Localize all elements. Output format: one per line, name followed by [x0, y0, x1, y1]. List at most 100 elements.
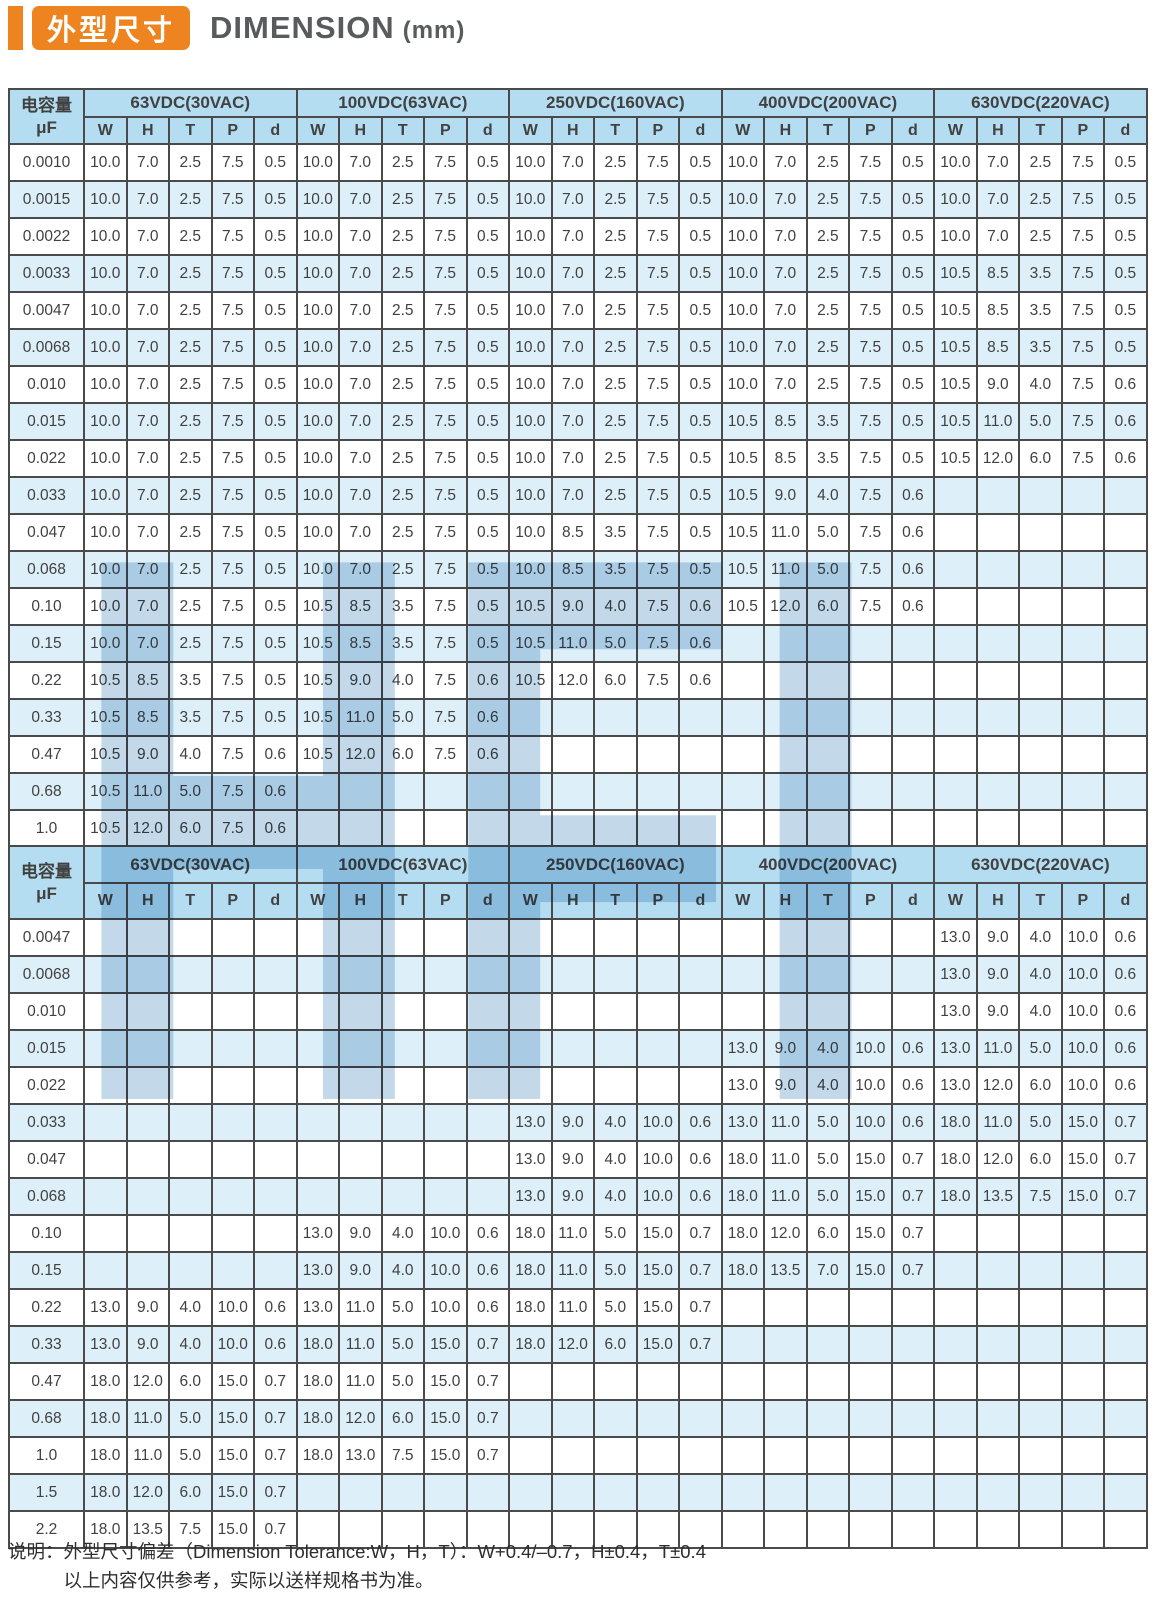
- dimension-value-cell: 11.0: [763, 1103, 808, 1142]
- dimension-value-cell: [83, 918, 128, 957]
- dimension-value-cell: 7.5: [635, 180, 681, 219]
- dimension-value-cell: 2.5: [380, 476, 426, 515]
- dimension-value-cell: [253, 955, 298, 994]
- dimension-value-cell: 15.0: [423, 1325, 468, 1364]
- dimension-value-cell: [423, 1103, 468, 1142]
- dimension-value-cell: 10.0: [83, 550, 128, 589]
- dimension-value-cell: 10.0: [295, 365, 341, 404]
- dimension-value-cell: 18.0: [295, 1399, 341, 1438]
- dimension-value-cell: [933, 772, 978, 811]
- dimension-value-cell: [423, 1140, 468, 1179]
- dimension-value-cell: 7.0: [338, 291, 383, 330]
- dimension-value-cell: [465, 918, 511, 957]
- dimension-value-cell: 3.5: [380, 587, 426, 626]
- dimension-value-cell: [678, 992, 723, 1031]
- dimension-value-cell: [125, 1066, 170, 1105]
- capacitance-column-header: 电容量 μF: [8, 845, 85, 920]
- dimension-value-cell: 7.0: [550, 476, 596, 515]
- dimension-value-cell: 2.5: [168, 402, 213, 441]
- dimension-value-cell: [720, 1399, 766, 1438]
- dimension-value-cell: 7.5: [848, 587, 893, 626]
- dimension-value-cell: 7.5: [635, 439, 681, 478]
- dimension-value-cell: 10.0: [720, 254, 766, 293]
- dimension-value-cell: [763, 698, 808, 737]
- dimension-value-cell: [1018, 476, 1063, 515]
- dimension-value-cell: [1060, 476, 1106, 515]
- dimension-value-cell: 10.0: [1060, 918, 1106, 957]
- dimension-value-cell: [720, 1436, 766, 1475]
- table-row: 0.15 10.0 7.0 2.5 7.5 0.5 10.5 8.5 3.5 7.5 0.5 10.5…: [8, 624, 1148, 663]
- dimension-value-cell: 10.0: [720, 143, 766, 182]
- dimension-value-cell: [1018, 661, 1063, 700]
- voltage-group-header: 250VDC(160VAC): [508, 88, 723, 118]
- dimension-value-cell: 10.0: [508, 402, 553, 441]
- dimension-value-cell: 13.0: [508, 1140, 553, 1179]
- dimension-value-cell: [890, 1288, 936, 1327]
- dim-col-header: H: [338, 882, 383, 920]
- dimension-value-cell: 11.0: [338, 1362, 383, 1401]
- dimension-value-cell: [933, 698, 978, 737]
- dimension-value-cell: 2.5: [168, 180, 213, 219]
- table-row: 0.010 13.0 9.0 4.0 10.0 0.6: [8, 992, 1148, 1031]
- dimension-value-cell: 2.5: [1018, 143, 1063, 182]
- dimension-value-cell: [635, 992, 681, 1031]
- dimension-value-cell: [1018, 587, 1063, 626]
- dimension-value-cell: 18.0: [933, 1177, 978, 1216]
- dimension-value-cell: [635, 1473, 681, 1512]
- dim-col-header: P: [848, 116, 893, 145]
- dimension-value-cell: [678, 772, 723, 811]
- dimension-value-cell: [805, 735, 851, 774]
- dimension-value-cell: [890, 1362, 936, 1401]
- dimension-value-cell: 7.0: [125, 365, 170, 404]
- dimension-value-cell: 8.5: [338, 587, 383, 626]
- dimension-value-cell: 0.5: [1103, 254, 1148, 293]
- dimension-value-cell: 11.0: [338, 1325, 383, 1364]
- dimension-value-cell: 7.5: [380, 1436, 426, 1475]
- dimension-value-cell: 10.0: [210, 1288, 255, 1327]
- dimension-value-cell: [125, 1251, 170, 1290]
- dimension-value-cell: 7.0: [550, 291, 596, 330]
- dimension-value-cell: [1018, 1473, 1063, 1512]
- dimension-value-cell: 10.5: [933, 328, 978, 367]
- dimension-value-cell: 8.5: [550, 513, 596, 552]
- dimension-value-cell: [933, 1251, 978, 1290]
- dimension-value-cell: [125, 1214, 170, 1253]
- dimension-value-cell: 15.0: [848, 1251, 893, 1290]
- dimension-value-cell: [508, 918, 553, 957]
- table-row: 0.47 18.0 12.0 6.0 15.0 0.7 18.0 11.0 5.0 15.0 0.7: [8, 1362, 1148, 1401]
- dimension-value-cell: 0.5: [890, 254, 936, 293]
- dimension-value-cell: 7.0: [125, 217, 170, 256]
- dim-col-header: H: [550, 882, 596, 920]
- dimension-value-cell: 10.5: [933, 365, 978, 404]
- dimension-value-cell: 9.0: [975, 365, 1021, 404]
- dimension-value-cell: [338, 918, 383, 957]
- dimension-value-cell: 0.6: [678, 624, 723, 663]
- dimension-value-cell: 15.0: [1060, 1140, 1106, 1179]
- dimension-value-cell: [890, 698, 936, 737]
- dimension-value-cell: 6.0: [805, 1214, 851, 1253]
- dimension-value-cell: 11.0: [550, 1251, 596, 1290]
- dimension-value-cell: [1103, 513, 1148, 552]
- dimension-value-cell: [550, 698, 596, 737]
- dimension-value-cell: [1060, 624, 1106, 663]
- dimension-value-cell: 4.0: [168, 1288, 213, 1327]
- dimension-value-cell: [465, 955, 511, 994]
- dimension-value-cell: [678, 1510, 723, 1549]
- table-row: 1.0 10.5 12.0 6.0 7.5 0.6: [8, 809, 1148, 848]
- dimension-value-cell: 7.0: [763, 328, 808, 367]
- dimension-value-cell: 10.5: [720, 513, 766, 552]
- dimension-value-cell: 7.0: [125, 476, 170, 515]
- dimension-value-cell: 0.6: [465, 1288, 511, 1327]
- dimension-value-cell: 7.5: [423, 624, 468, 663]
- dimension-value-cell: 2.5: [1018, 217, 1063, 256]
- dimension-value-cell: [253, 1103, 298, 1142]
- dimension-table-2: 电容量 μF 63VDC(30VAC) 100VDC(63VAC) 250VDC(160…: [8, 845, 1148, 1549]
- dimension-value-cell: 7.5: [848, 439, 893, 478]
- dimension-value-cell: 0.5: [253, 254, 298, 293]
- dimension-value-cell: 10.0: [720, 291, 766, 330]
- dimension-value-cell: [933, 1473, 978, 1512]
- dimension-value-cell: [848, 955, 893, 994]
- dimension-value-cell: 5.0: [1018, 1029, 1063, 1068]
- dimension-value-cell: 2.5: [168, 587, 213, 626]
- capacitance-value-cell: 0.15: [8, 624, 85, 663]
